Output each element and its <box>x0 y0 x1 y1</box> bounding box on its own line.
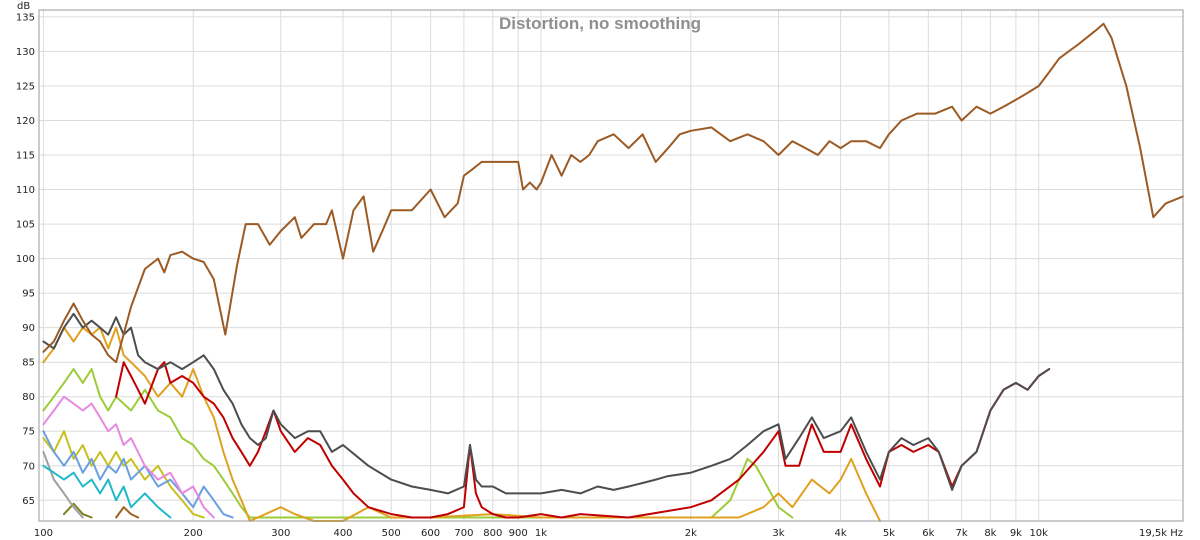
y-tick-label: 85 <box>22 358 35 369</box>
y-tick-label: 90 <box>22 323 35 334</box>
series-line <box>42 464 172 519</box>
series-line <box>115 506 140 519</box>
x-tick-label: 4k <box>835 528 847 539</box>
chart-title: Distortion, no smoothing <box>499 14 701 33</box>
x-tick-label: 900 <box>509 528 528 539</box>
x-tick-label: 19,5k Hz <box>1139 528 1183 539</box>
series-line <box>42 395 215 519</box>
series-line <box>42 430 234 519</box>
x-tick-label: 200 <box>184 528 203 539</box>
x-tick-label: 10k <box>1029 528 1048 539</box>
x-tick-label: 300 <box>271 528 290 539</box>
x-tick-label: 1k <box>535 528 547 539</box>
y-tick-label: 110 <box>16 185 35 196</box>
tick-labels: 65 70 75 80 85 90 95 100 105 110 115 120 125 130 135 10… <box>16 12 1183 539</box>
series-line <box>42 312 1051 495</box>
series-line <box>42 326 881 522</box>
x-tick-label: 5k <box>883 528 895 539</box>
x-tick-label: 2k <box>685 528 697 539</box>
series-line <box>63 502 93 519</box>
y-tick-label: 105 <box>16 220 35 231</box>
x-tick-label: 700 <box>454 528 473 539</box>
x-tick-label: 7k <box>956 528 968 539</box>
y-tick-label: 115 <box>16 151 35 162</box>
y-axis-label: dB <box>17 1 30 12</box>
series-line <box>42 22 1184 364</box>
series-line <box>42 430 205 519</box>
x-tick-label: 3k <box>772 528 784 539</box>
series-group <box>42 22 1184 522</box>
y-tick-label: 130 <box>16 47 35 58</box>
grid <box>39 10 1184 521</box>
x-tick-label: 400 <box>333 528 352 539</box>
y-tick-label: 135 <box>16 12 35 23</box>
y-tick-label: 100 <box>16 254 35 265</box>
y-tick-label: 120 <box>16 116 35 127</box>
y-tick-label: 75 <box>22 427 35 438</box>
x-tick-label: 6k <box>922 528 934 539</box>
plot-frame <box>38 9 1184 522</box>
y-tick-label: 95 <box>22 289 35 300</box>
y-tick-label: 70 <box>22 461 35 472</box>
y-tick-label: 125 <box>16 82 35 93</box>
x-tick-label: 9k <box>1010 528 1022 539</box>
series-line <box>42 368 794 519</box>
x-tick-label: 500 <box>382 528 401 539</box>
y-tick-label: 80 <box>22 392 35 403</box>
x-tick-label: 8k <box>984 528 996 539</box>
x-tick-label: 100 <box>34 528 53 539</box>
x-tick-label: 800 <box>483 528 502 539</box>
x-tick-label: 600 <box>421 528 440 539</box>
series-line <box>115 361 1051 519</box>
y-tick-label: 65 <box>22 496 35 507</box>
